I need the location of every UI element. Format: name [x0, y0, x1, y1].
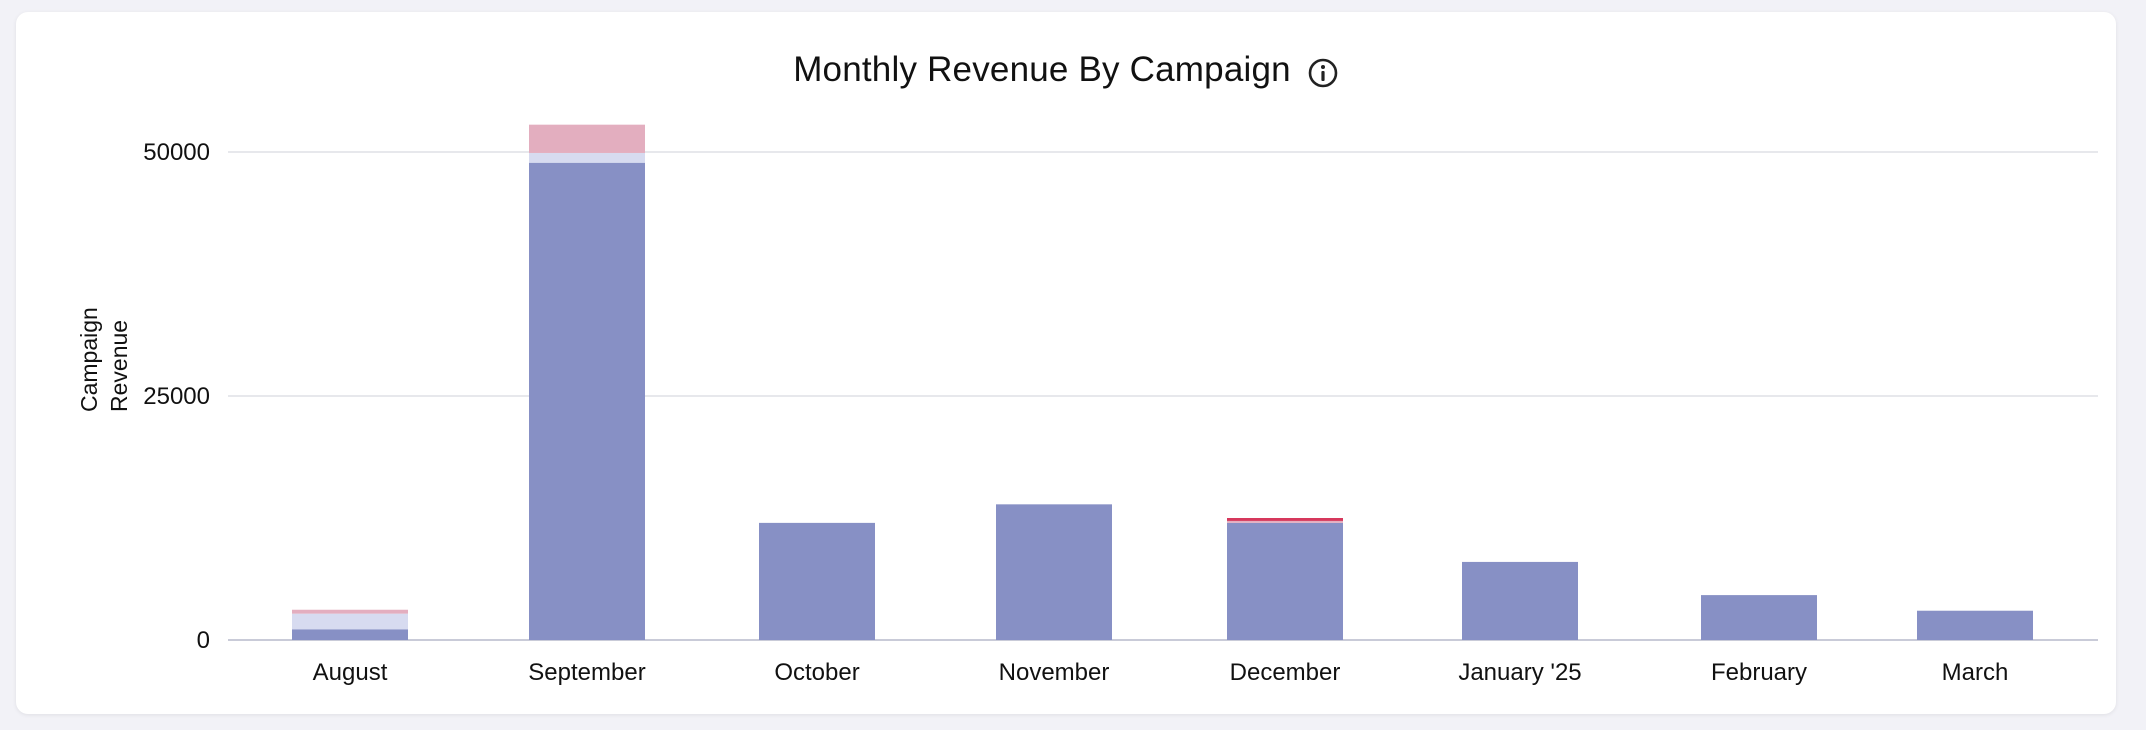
bar-segment[interactable]: [1462, 561, 1578, 640]
chart-title: Monthly Revenue By Campaign: [793, 50, 1291, 89]
x-tick-label: November: [999, 659, 1110, 686]
bar-segment[interactable]: [529, 162, 645, 640]
bar-segment[interactable]: [529, 152, 645, 163]
bar-segment[interactable]: [292, 613, 408, 630]
y-tick-label: 0: [197, 627, 210, 654]
x-tick-label: January '25: [1458, 659, 1581, 686]
x-tick-label: December: [1230, 659, 1341, 686]
x-tick-label: August: [313, 659, 388, 686]
bar-segment[interactable]: [529, 124, 645, 153]
x-tick-label: March: [1942, 659, 2009, 686]
bar-segment[interactable]: [996, 504, 1112, 640]
bar-segment[interactable]: [292, 609, 408, 614]
bar-segment[interactable]: [1227, 520, 1343, 523]
x-tick-label: February: [1711, 659, 1807, 686]
bar-segment[interactable]: [292, 629, 408, 640]
chart-header: Monthly Revenue By Campaign: [16, 40, 2116, 100]
y-tick-label: 50000: [143, 139, 210, 166]
y-tick-label: 25000: [143, 383, 210, 410]
info-icon[interactable]: [1307, 57, 1339, 89]
x-tick-label: October: [774, 659, 859, 686]
bar-segment[interactable]: [1227, 518, 1343, 521]
x-tick-label: September: [528, 659, 645, 686]
bar-segment[interactable]: [1227, 522, 1343, 640]
bar-segment[interactable]: [1701, 595, 1817, 640]
bar-segment[interactable]: [759, 522, 875, 640]
bar-segment[interactable]: [1917, 610, 2033, 640]
